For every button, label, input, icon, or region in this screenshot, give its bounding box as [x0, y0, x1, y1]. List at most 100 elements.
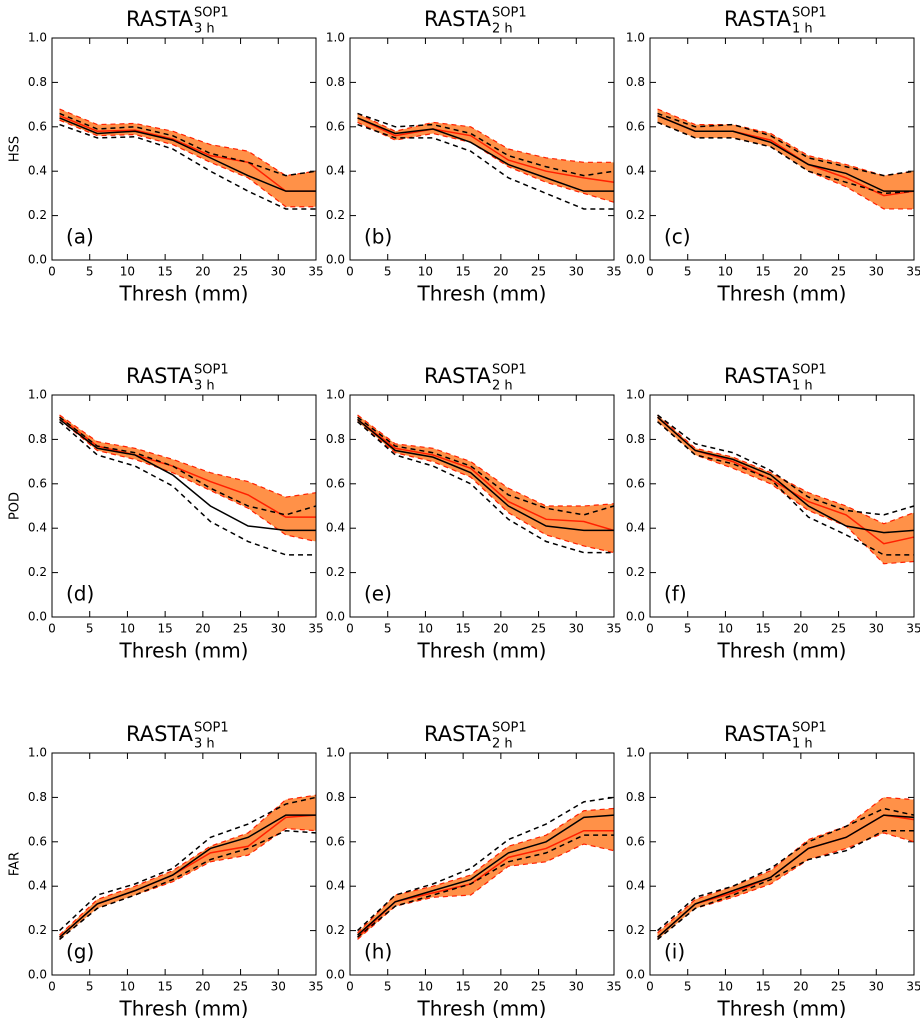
- panel-label: (g): [66, 940, 94, 964]
- x-tick-label: 30: [569, 980, 584, 994]
- panel-label: (f): [664, 582, 687, 606]
- y-tick-label: 0.4: [28, 521, 47, 535]
- x-axis-label: Thresh (mm): [716, 997, 846, 1018]
- y-tick-label: 0.6: [28, 476, 47, 490]
- x-tick-label: 30: [271, 980, 286, 994]
- chart-title: RASTA: [424, 364, 492, 388]
- plot-frame: [349, 394, 615, 618]
- x-tick-label: 25: [531, 980, 546, 994]
- x-tick-label: 10: [120, 265, 135, 279]
- x-tick-label: 5: [384, 980, 392, 994]
- title-superscript: SOP1: [194, 721, 229, 736]
- series-line: [59, 115, 316, 192]
- title-superscript: SOP1: [492, 721, 527, 736]
- y-tick-label: 0.2: [326, 565, 345, 579]
- y-tick-label: 0.0: [326, 253, 345, 267]
- series-line: [657, 414, 915, 516]
- chart-title: RASTA: [424, 722, 492, 746]
- x-tick-label: 20: [493, 622, 508, 636]
- x-tick-label: 0: [346, 265, 354, 279]
- x-tick-label: 20: [793, 622, 808, 636]
- series-line: [59, 416, 317, 516]
- x-tick-label: 0: [48, 980, 56, 994]
- x-tick-label: 0: [346, 622, 354, 636]
- y-tick-label: 1.0: [326, 31, 345, 45]
- x-tick-label: 10: [120, 980, 135, 994]
- title-superscript: SOP1: [792, 6, 827, 21]
- x-tick-label: 30: [569, 622, 584, 636]
- y-tick-label: 0.2: [28, 565, 47, 579]
- x-tick-label: 5: [684, 622, 692, 636]
- title-superscript: SOP1: [792, 363, 827, 378]
- x-tick-label: 25: [831, 980, 846, 994]
- series-line: [657, 416, 915, 534]
- x-tick-label: 25: [531, 622, 546, 636]
- uncertainty-band: [657, 109, 914, 209]
- y-tick-label: 1.0: [626, 388, 645, 402]
- x-tick-label: 20: [195, 980, 210, 994]
- x-tick-label: 0: [646, 622, 654, 636]
- x-tick-label: 0: [48, 265, 56, 279]
- series-line: [59, 829, 317, 941]
- y-tick-label: 0.6: [28, 119, 47, 133]
- title-subscript: 2 h: [492, 379, 513, 394]
- x-tick-label: 35: [606, 622, 621, 636]
- series-line: [59, 117, 316, 192]
- y-tick-label: 0.4: [28, 164, 47, 178]
- x-tick-label: 35: [906, 980, 920, 994]
- plot-frame: [51, 394, 317, 618]
- y-tick-label: 0.0: [326, 610, 345, 624]
- x-tick-label: 20: [493, 980, 508, 994]
- x-tick-label: 15: [158, 980, 173, 994]
- band-lower-edge: [657, 832, 915, 940]
- series-line: [657, 829, 914, 941]
- y-tick-label: 0.2: [626, 565, 645, 579]
- title-subscript: 2 h: [492, 22, 513, 37]
- plot-frame: [349, 37, 615, 261]
- y-tick-label: 0.4: [626, 879, 645, 893]
- band-lower-edge: [59, 418, 317, 543]
- x-tick-label: 20: [793, 980, 808, 994]
- plot-frame: [649, 394, 915, 618]
- x-tick-label: 20: [493, 265, 508, 279]
- x-axis-label: Thresh (mm): [118, 997, 248, 1018]
- x-tick-label: 10: [718, 980, 733, 994]
- band-upper-edge: [357, 807, 615, 934]
- x-tick-label: 30: [271, 265, 286, 279]
- chart-title: RASTA: [424, 7, 492, 31]
- uncertainty-band: [59, 795, 317, 940]
- y-tick-label: 0.6: [326, 119, 345, 133]
- y-tick-label: 0.6: [626, 119, 645, 133]
- panel-label: (e): [364, 582, 392, 606]
- x-tick-label: 15: [756, 980, 771, 994]
- series-line: [357, 418, 615, 532]
- x-tick-label: 35: [606, 980, 621, 994]
- title-subscript: 1 h: [792, 737, 813, 752]
- x-tick-label: 15: [456, 622, 471, 636]
- series-line: [357, 112, 615, 177]
- series-line: [657, 814, 915, 938]
- x-axis-label: Thresh (mm): [716, 639, 846, 663]
- chart-title: RASTA: [724, 7, 792, 31]
- title-superscript: SOP1: [492, 6, 527, 21]
- x-tick-label: 25: [233, 265, 248, 279]
- band-lower-edge: [59, 827, 317, 940]
- band-lower-edge: [357, 121, 615, 203]
- band-upper-edge: [357, 414, 615, 507]
- series-line: [657, 807, 915, 932]
- y-tick-label: 0.4: [626, 521, 645, 535]
- panel-label: (d): [66, 582, 94, 606]
- y-tick-label: 1.0: [28, 388, 47, 402]
- x-tick-label: 20: [195, 622, 210, 636]
- title-subscript: 3 h: [194, 22, 215, 37]
- x-tick-label: 25: [831, 622, 846, 636]
- title-subscript: 1 h: [792, 379, 813, 394]
- y-tick-label: 0.2: [626, 923, 645, 937]
- y-tick-label: 1.0: [626, 746, 645, 760]
- y-tick-label: 0.8: [626, 432, 645, 446]
- title-superscript: SOP1: [492, 363, 527, 378]
- x-tick-label: 0: [646, 265, 654, 279]
- series-line: [59, 123, 316, 210]
- y-tick-label: 0.2: [326, 208, 345, 222]
